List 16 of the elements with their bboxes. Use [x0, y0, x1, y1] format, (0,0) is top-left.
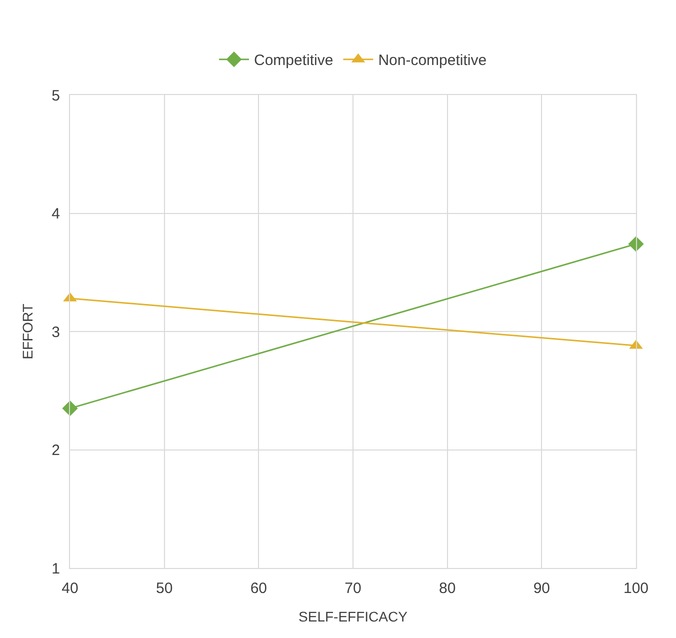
y-tick-label: 2	[52, 442, 60, 459]
y-tick-label: 1	[52, 560, 60, 578]
x-tick-label: 40	[62, 580, 78, 597]
y-tick-label: 4	[52, 206, 60, 222]
legend-label: Non-competitive	[378, 52, 487, 70]
y-tick-label: 3	[52, 324, 60, 341]
x-axis-title: SELF-EFFICACY	[298, 608, 408, 624]
x-tick-label: 80	[438, 580, 456, 597]
legend-label: Competitive	[254, 52, 334, 70]
x-tick-label: 100	[623, 580, 649, 597]
x-tick-label: 50	[156, 580, 173, 597]
x-tick-label: 90	[533, 580, 550, 597]
y-axis-title: EFFORT	[19, 303, 36, 360]
x-tick-label: 60	[250, 580, 268, 597]
x-tick-label: 70	[344, 580, 362, 597]
y-tick-label: 5	[52, 87, 60, 104]
